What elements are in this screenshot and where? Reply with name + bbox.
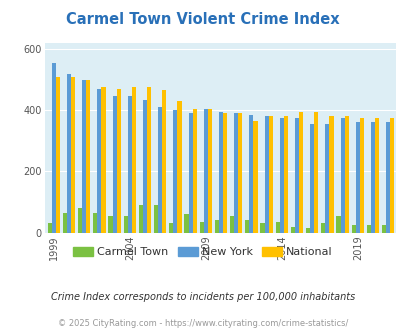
Bar bbox=[230, 216, 234, 233]
Bar bbox=[67, 74, 71, 233]
Bar bbox=[47, 223, 51, 233]
Bar bbox=[309, 124, 313, 233]
Bar bbox=[253, 121, 257, 233]
Bar bbox=[324, 124, 329, 233]
Bar bbox=[169, 223, 173, 233]
Bar bbox=[132, 87, 136, 233]
Bar bbox=[203, 109, 207, 233]
Bar bbox=[234, 113, 238, 233]
Bar bbox=[218, 112, 222, 233]
Bar bbox=[264, 116, 268, 233]
Bar bbox=[298, 112, 303, 233]
Bar bbox=[71, 77, 75, 233]
Bar bbox=[101, 87, 105, 233]
Bar bbox=[355, 122, 359, 233]
Bar bbox=[279, 118, 283, 233]
Legend: Carmel Town, New York, National: Carmel Town, New York, National bbox=[68, 242, 337, 262]
Text: Carmel Town Violent Crime Index: Carmel Town Violent Crime Index bbox=[66, 12, 339, 26]
Bar bbox=[374, 118, 378, 233]
Bar bbox=[389, 118, 393, 233]
Bar bbox=[245, 220, 249, 233]
Bar bbox=[86, 80, 90, 233]
Bar bbox=[153, 205, 158, 233]
Bar bbox=[351, 225, 355, 233]
Bar bbox=[51, 63, 56, 233]
Bar bbox=[313, 112, 318, 233]
Bar bbox=[249, 115, 253, 233]
Bar bbox=[78, 208, 82, 233]
Bar bbox=[173, 110, 177, 233]
Bar bbox=[340, 118, 344, 233]
Bar bbox=[275, 222, 279, 233]
Bar bbox=[192, 109, 196, 233]
Bar bbox=[320, 223, 324, 233]
Text: Crime Index corresponds to incidents per 100,000 inhabitants: Crime Index corresponds to incidents per… bbox=[51, 292, 354, 302]
Bar bbox=[385, 122, 389, 233]
Bar bbox=[268, 116, 272, 233]
Bar bbox=[294, 118, 298, 233]
Bar bbox=[128, 96, 132, 233]
Bar bbox=[56, 77, 60, 233]
Bar bbox=[162, 90, 166, 233]
Bar bbox=[359, 118, 363, 233]
Bar bbox=[82, 80, 86, 233]
Bar bbox=[147, 87, 151, 233]
Bar bbox=[158, 107, 162, 233]
Bar bbox=[381, 225, 385, 233]
Bar bbox=[370, 122, 374, 233]
Bar bbox=[97, 89, 101, 233]
Bar bbox=[260, 223, 264, 233]
Bar bbox=[283, 116, 287, 233]
Bar bbox=[177, 101, 181, 233]
Bar bbox=[290, 226, 294, 233]
Bar bbox=[305, 228, 309, 233]
Bar bbox=[336, 216, 340, 233]
Bar bbox=[222, 113, 227, 233]
Bar bbox=[329, 116, 333, 233]
Bar bbox=[199, 222, 203, 233]
Bar bbox=[238, 113, 242, 233]
Bar bbox=[139, 205, 143, 233]
Bar bbox=[143, 100, 147, 233]
Bar bbox=[188, 113, 192, 233]
Bar bbox=[184, 214, 188, 233]
Bar bbox=[112, 96, 116, 233]
Bar bbox=[124, 216, 128, 233]
Bar bbox=[344, 116, 348, 233]
Bar bbox=[207, 109, 211, 233]
Bar bbox=[214, 220, 218, 233]
Bar bbox=[108, 216, 112, 233]
Bar bbox=[366, 225, 370, 233]
Bar bbox=[63, 213, 67, 233]
Bar bbox=[93, 213, 97, 233]
Bar bbox=[116, 89, 120, 233]
Text: © 2025 CityRating.com - https://www.cityrating.com/crime-statistics/: © 2025 CityRating.com - https://www.city… bbox=[58, 319, 347, 328]
